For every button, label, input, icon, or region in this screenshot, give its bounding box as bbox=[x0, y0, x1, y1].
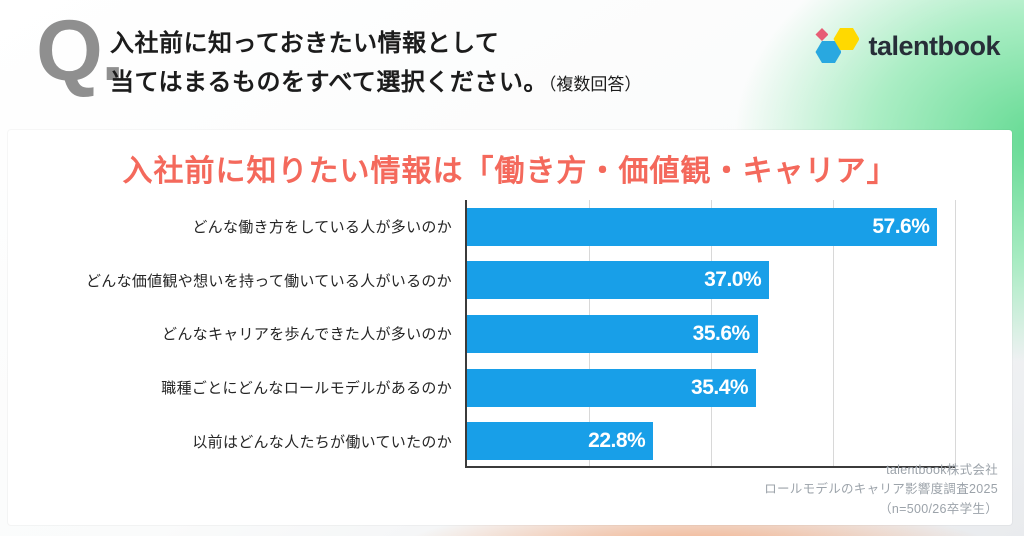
chart-row: どんなキャリアを歩んできた人が多いのか 35.6% bbox=[8, 307, 955, 361]
bar-track: 37.0% bbox=[465, 254, 955, 308]
bar-track: 35.4% bbox=[465, 361, 955, 415]
bar-value-label: 35.6% bbox=[692, 321, 751, 345]
bar-label: どんな働き方をしている人が多いのか bbox=[192, 219, 452, 237]
source-line-1: talentbook株式会社 bbox=[886, 462, 998, 477]
talentbook-logo: talentbook bbox=[815, 28, 1000, 64]
logo-wordmark: talentbook bbox=[868, 30, 1000, 61]
bar-chart: どんな働き方をしている人が多いのか 57.6% どんな価値観や想いを持って働いている… bbox=[8, 200, 956, 468]
question-line-1: 入社前に知っておきたい情報として bbox=[110, 30, 500, 57]
bar-value-label: 35.4% bbox=[691, 375, 749, 399]
question-note: （複数回答） bbox=[547, 75, 642, 94]
chart-title: 入社前に知りたい情報は「働き方・価値観・キャリア」 bbox=[122, 155, 898, 188]
bar-label: どんな価値観や想いを持って働いている人がいるのか bbox=[85, 272, 452, 290]
chart-rows: どんな働き方をしている人が多いのか 57.6% どんな価値観や想いを持って働いている… bbox=[8, 200, 955, 468]
logo-blue-hexagon-icon bbox=[815, 41, 842, 63]
source-line-3: （n=500/26卒学生） bbox=[879, 501, 998, 516]
bar: 35.6% bbox=[467, 314, 758, 353]
bar: 37.0% bbox=[467, 261, 770, 300]
bar: 35.4% bbox=[467, 368, 757, 407]
gridline bbox=[955, 200, 956, 466]
chart-row: 以前はどんな人たちが働いていたのか 22.8% bbox=[8, 414, 955, 468]
bar-label: 以前はどんな人たちが働いていたのか bbox=[192, 433, 452, 451]
question-mark-label: Q. bbox=[36, 3, 125, 99]
chart-card: 入社前に知りたい情報は「働き方・価値観・キャリア」 どんな働き方をしている人が多… bbox=[8, 130, 1012, 525]
bar-label: 職種ごとにどんなロールモデルがあるのか bbox=[161, 380, 452, 398]
bar-track: 35.6% bbox=[465, 307, 955, 361]
bar: 57.6% bbox=[467, 207, 938, 246]
bar-value-label: 22.8% bbox=[588, 429, 646, 453]
chart-row: どんな価値観や想いを持って働いている人がいるのか 37.0% bbox=[8, 254, 955, 308]
talentbook-hexagons-icon bbox=[815, 28, 860, 64]
logo-overlap-icon bbox=[815, 28, 829, 41]
bar-value-label: 37.0% bbox=[704, 268, 762, 292]
source-line-2: ロールモデルのキャリア影響度調査2025 bbox=[764, 482, 998, 497]
bar-label: どんなキャリアを歩んできた人が多いのか bbox=[162, 326, 452, 344]
chart-row: 職種ごとにどんなロールモデルがあるのか 35.4% bbox=[8, 361, 955, 415]
bar-track: 57.6% bbox=[465, 200, 955, 254]
logo-yellow-hexagon-icon bbox=[833, 28, 860, 50]
question-text: 入社前に知っておきたい情報として 当てはまるものをすべて選択ください。（複数回答… bbox=[110, 24, 641, 104]
bar-value-label: 57.6% bbox=[872, 214, 930, 238]
source-attribution: talentbook株式会社 ロールモデルのキャリア影響度調査2025 （n=5… bbox=[764, 461, 998, 519]
chart-row: どんな働き方をしている人が多いのか 57.6% bbox=[8, 200, 955, 254]
gridline bbox=[833, 200, 834, 466]
bar-track: 22.8% bbox=[465, 414, 955, 468]
bar: 22.8% bbox=[467, 422, 654, 461]
question-line-2: 当てはまるものをすべて選択ください。（複数回答） bbox=[110, 69, 642, 96]
